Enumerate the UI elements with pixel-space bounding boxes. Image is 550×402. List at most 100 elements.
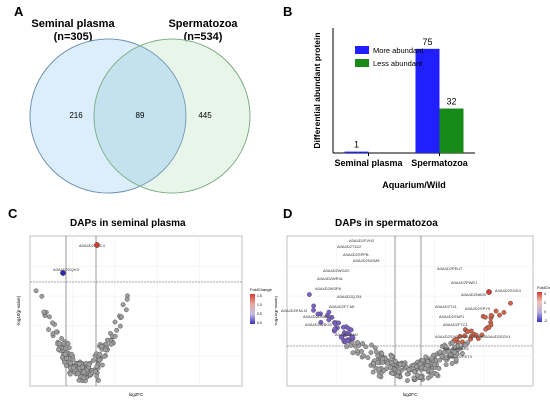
data-point	[67, 371, 73, 377]
bar	[415, 48, 440, 154]
data-point	[369, 342, 374, 348]
legend-tick: 0.0	[257, 321, 262, 325]
data-point	[501, 310, 507, 315]
legend-title: FoldChange	[537, 285, 550, 290]
data-point	[462, 333, 468, 339]
bar-data-label: 32	[446, 97, 456, 107]
point-label: A0A4D2SPPB	[343, 252, 369, 257]
data-point	[449, 361, 455, 366]
data-point	[359, 348, 364, 354]
data-point	[376, 366, 382, 372]
y-axis-title: Differential abundant protein	[312, 32, 322, 148]
x-tick-label: Spermatozoa	[411, 158, 469, 168]
data-point	[326, 317, 332, 323]
point-label: A0A4D2SGX1	[485, 334, 511, 339]
data-point	[423, 354, 429, 360]
data-point	[406, 367, 412, 373]
data-point	[311, 307, 316, 313]
data-point	[437, 357, 443, 363]
legend-label: Less abundant	[373, 59, 423, 68]
data-point	[392, 358, 398, 364]
legend-tick: -2	[544, 319, 547, 323]
point-label: A0A4D2PWEJ	[451, 280, 477, 285]
data-point	[422, 366, 428, 372]
venn-right-only-count: 445	[198, 111, 212, 120]
point-label: A0A4D2SXOC	[435, 334, 461, 339]
y-axis-title: -log10(p-value)	[16, 295, 21, 326]
data-point	[329, 314, 335, 320]
legend-tick: 0	[544, 310, 546, 314]
data-point	[482, 314, 488, 320]
data-point	[443, 344, 449, 350]
venn-left-only-count: 216	[69, 111, 83, 120]
data-point	[92, 368, 98, 374]
data-point	[123, 307, 129, 313]
data-point	[379, 351, 385, 356]
data-point	[57, 341, 62, 346]
data-point	[469, 333, 474, 339]
venn-left-name: Seminal plasma	[31, 18, 115, 30]
panel-letter-d: D	[283, 206, 293, 221]
data-point	[396, 369, 402, 375]
point-label: A0A4D2FT.AE	[329, 304, 355, 309]
venn-left-label: Seminal plasma (n=305)	[18, 18, 128, 44]
legend-colorbar	[537, 292, 542, 322]
data-point	[71, 365, 76, 371]
x-tick-label: Seminal plasma	[334, 158, 403, 168]
bar	[439, 108, 464, 153]
data-point	[53, 329, 59, 335]
data-point	[457, 333, 463, 339]
data-point	[434, 371, 440, 377]
venn-overlap	[94, 39, 186, 193]
venn-right-label: Spermatozoa (n=534)	[148, 18, 258, 44]
data-point	[488, 312, 494, 318]
point-label: A0A4D2WGZ0	[323, 268, 350, 273]
data-point	[450, 340, 455, 346]
data-point	[411, 375, 417, 381]
data-point	[437, 349, 443, 355]
venn-right-name: Spermatozoa	[168, 18, 238, 30]
point-label: A0A4D2NGM8	[353, 258, 380, 263]
data-point	[468, 328, 474, 334]
data-point	[441, 350, 447, 355]
data-point	[452, 344, 457, 350]
data-point	[368, 350, 374, 355]
venn-left-count: (n=305)	[53, 31, 93, 43]
data-point	[318, 319, 324, 325]
data-point	[103, 341, 109, 347]
data-point	[100, 362, 105, 368]
data-point	[112, 319, 118, 325]
data-point	[103, 347, 108, 353]
venn-overlap-count: 89	[136, 111, 145, 120]
point-label: A0A4D2P9KT	[461, 334, 486, 339]
data-point	[315, 311, 321, 317]
data-point	[425, 375, 431, 381]
data-point	[63, 345, 68, 351]
point-label: A0A4D2SPY0	[465, 306, 491, 311]
data-point	[363, 344, 369, 350]
data-point	[108, 341, 114, 347]
legend-colorbar	[250, 294, 255, 324]
data-point	[428, 368, 434, 374]
data-point	[332, 326, 338, 332]
data-point	[376, 373, 382, 379]
volcano-c-title: DAPs in seminal plasma	[70, 218, 186, 229]
data-point	[370, 369, 376, 375]
data-point	[311, 303, 317, 309]
data-point	[117, 323, 123, 329]
data-point	[62, 351, 68, 357]
plot-area	[29, 235, 243, 387]
data-point	[497, 312, 502, 318]
data-point	[405, 378, 410, 383]
data-point	[76, 361, 82, 367]
data-point	[101, 354, 107, 359]
data-point	[99, 343, 105, 349]
data-point	[90, 358, 96, 363]
volcano-plot-seminal: A0A4D2SOC4 A0A4D2XQH3 log2FC -log10(p-value…	[16, 235, 273, 397]
data-point	[41, 309, 47, 315]
data-point	[46, 327, 51, 332]
highlight-point	[486, 289, 492, 295]
legend-label: More abundant	[373, 46, 424, 55]
data-point	[425, 359, 431, 365]
